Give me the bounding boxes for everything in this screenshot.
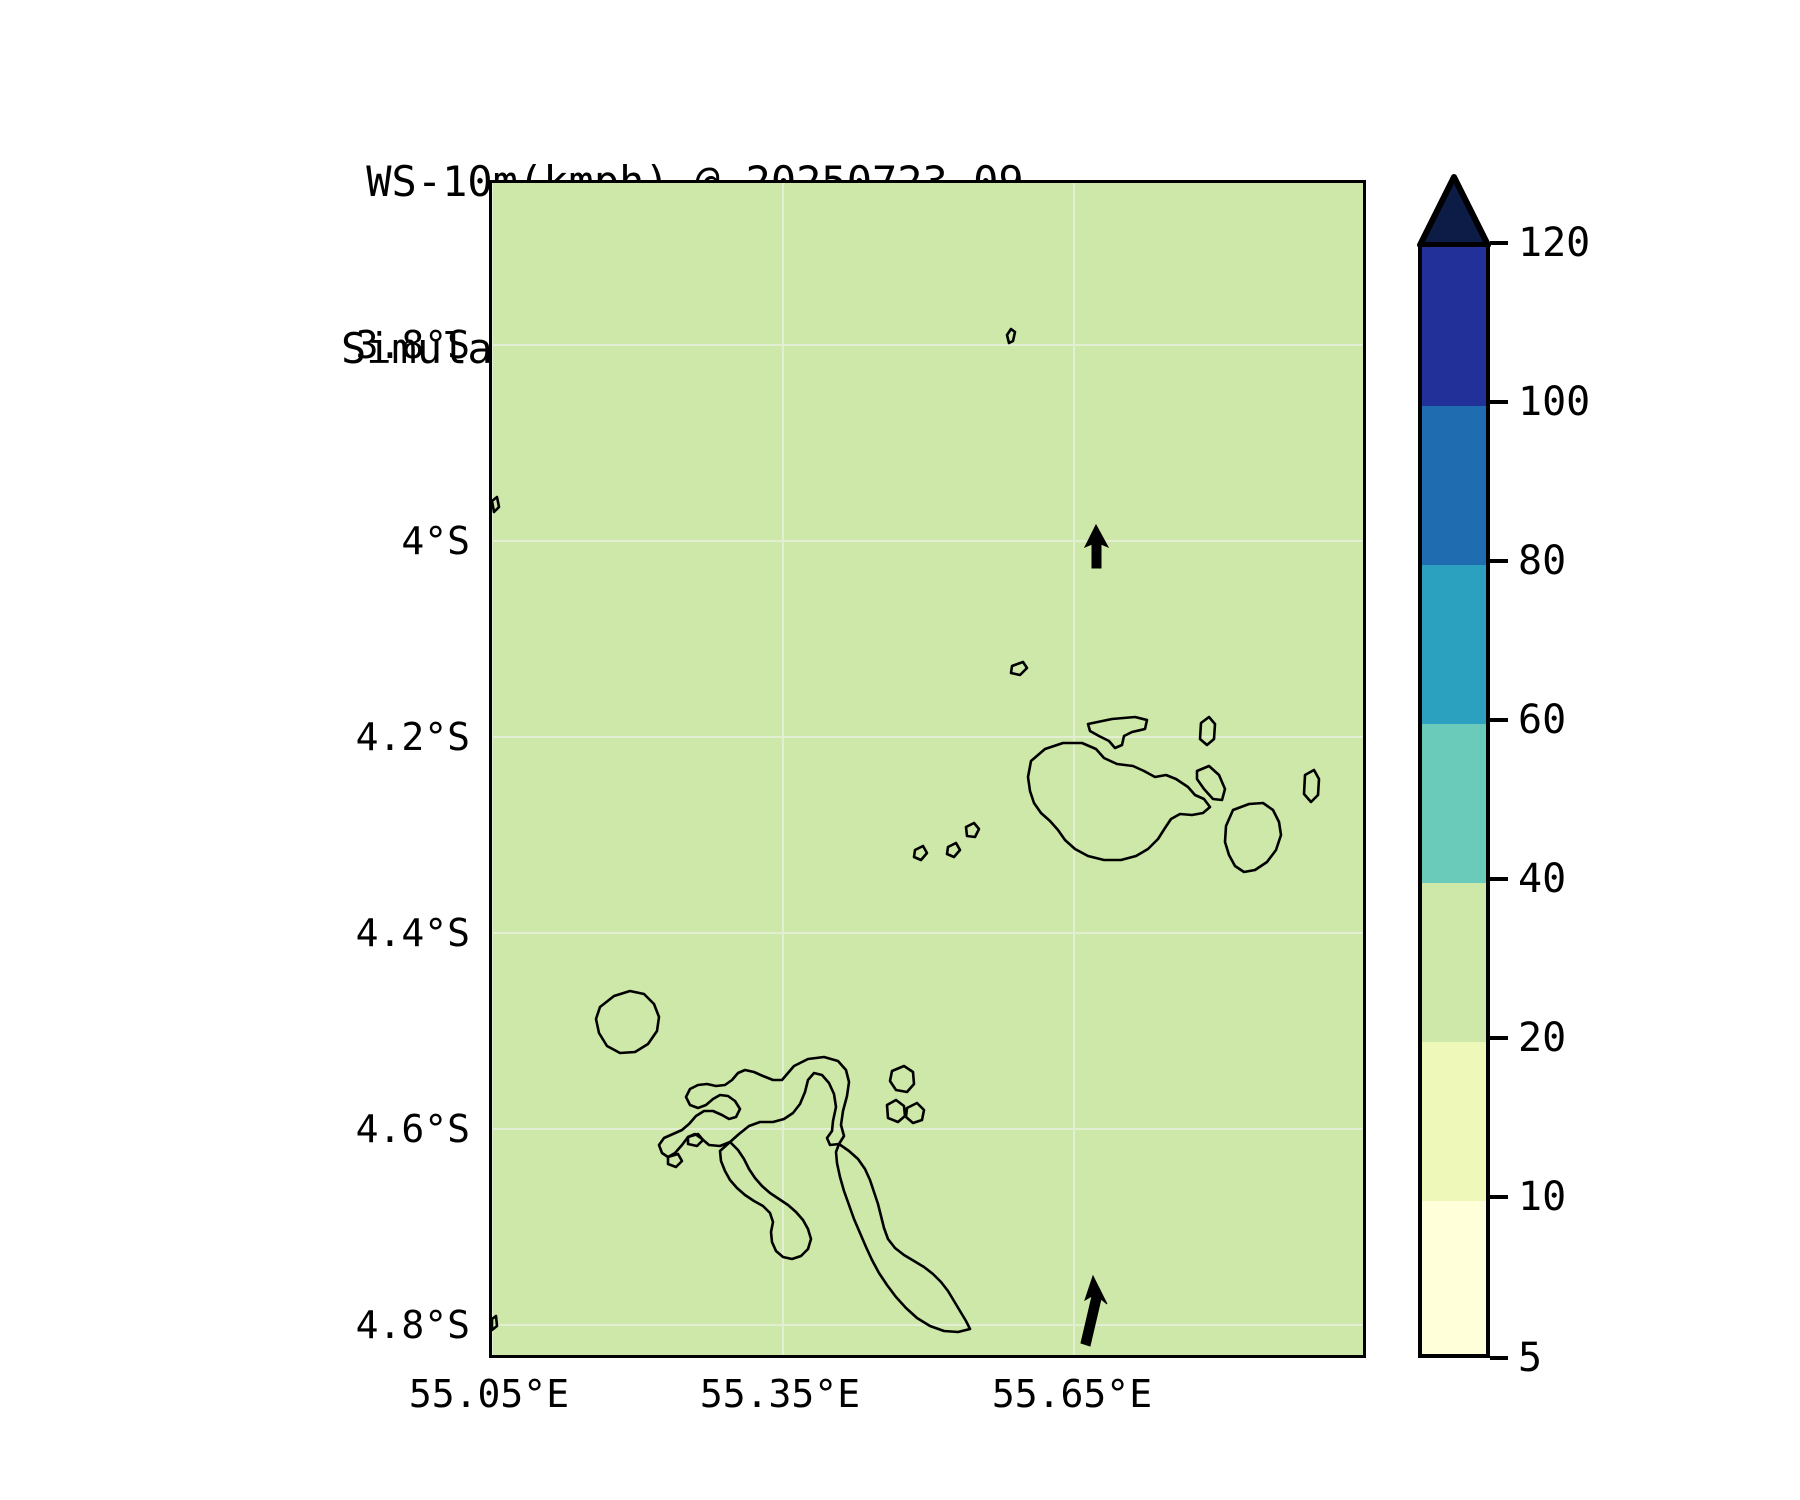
wind-speed-field-fill [492, 183, 1363, 1355]
xtick-label-55-65E: 55.65°E [991, 1372, 1153, 1416]
wind-vector-arrows [1080, 523, 1110, 1347]
coastline-outlines [492, 327, 1321, 1334]
colorbar-tick-label-5: 5 [1518, 1335, 1543, 1381]
colorbar-tick-10 [1490, 1195, 1508, 1199]
colorbar-segment-80-100 [1422, 406, 1486, 565]
colorbar-segment-100-120 [1422, 247, 1486, 406]
ytick-label-3-8S: 3.8°S [355, 323, 470, 367]
colorbar-extend-max-arrow [1417, 174, 1491, 248]
colorbar-tick-40 [1490, 877, 1508, 881]
colorbar-tick-label-120: 120 [1518, 220, 1591, 266]
ytick-label-4S: 4°S [401, 519, 470, 563]
map-gridlines [492, 183, 1363, 1355]
colorbar-gradient-bar [1418, 243, 1490, 1358]
colorbar-tick-100 [1490, 400, 1508, 404]
colorbar-tick-120 [1490, 241, 1508, 245]
ytick-label-4-8S: 4.8°S [355, 1303, 470, 1347]
colorbar-tick-80 [1490, 559, 1508, 563]
colorbar-tick-label-100: 100 [1518, 379, 1591, 425]
map-plot-area [489, 180, 1366, 1358]
colorbar-segment-60-80 [1422, 565, 1486, 724]
colorbar-tick-label-60: 60 [1518, 697, 1567, 743]
colorbar-tick-label-20: 20 [1518, 1015, 1567, 1061]
colorbar-tick-5 [1490, 1356, 1508, 1360]
colorbar-segment-10-20 [1422, 1042, 1486, 1201]
colorbar-segment-20-40 [1422, 883, 1486, 1042]
ytick-label-4-2S: 4.2°S [355, 715, 470, 759]
colorbar-tick-20 [1490, 1036, 1508, 1040]
colorbar-segment-40-60 [1422, 724, 1486, 883]
ytick-label-4-6S: 4.6°S [355, 1107, 470, 1151]
colorbar-tick-60 [1490, 718, 1508, 722]
ytick-label-4-4S: 4.4°S [355, 911, 470, 955]
wind-arrow-1 [1083, 523, 1110, 569]
colorbar-tick-label-40: 40 [1518, 856, 1567, 902]
colorbar-tick-label-10: 10 [1518, 1174, 1567, 1220]
wind-arrow-2 [1080, 1274, 1108, 1347]
colorbar: 120 100 80 60 40 20 10 5 [1417, 174, 1590, 1381]
xtick-label-55-05E: 55.05°E [408, 1372, 570, 1416]
colorbar-segment-5-10 [1422, 1201, 1486, 1354]
colorbar-tick-label-80: 80 [1518, 538, 1567, 584]
xtick-label-55-35E: 55.35°E [699, 1372, 861, 1416]
